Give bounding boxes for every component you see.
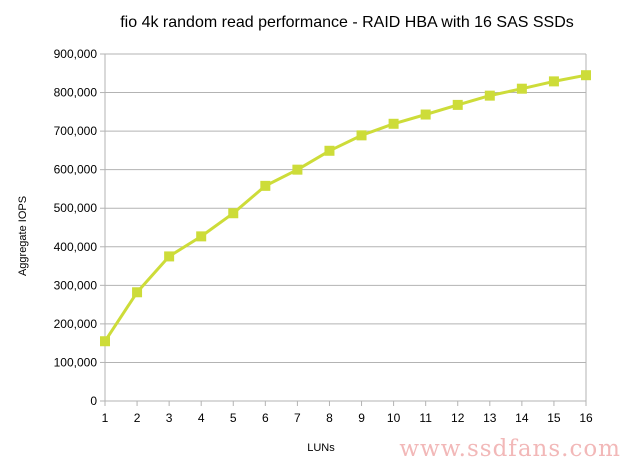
axes	[100, 53, 587, 406]
data-point	[516, 83, 527, 94]
data-point	[100, 336, 110, 347]
series-group	[100, 70, 591, 347]
x-tick-label: 5	[230, 411, 237, 425]
x-tick-label: 2	[134, 411, 141, 425]
y-tick-label: 600,000	[54, 163, 98, 177]
x-tick-label: 10	[387, 411, 401, 425]
y-tick-label: 800,000	[54, 86, 98, 100]
x-tick-label: 8	[326, 411, 333, 425]
x-tick-label: 4	[198, 411, 205, 425]
data-point	[581, 70, 591, 81]
data-point	[356, 130, 367, 141]
x-tick-label: 11	[419, 411, 432, 425]
data-point	[388, 118, 399, 129]
data-point	[292, 164, 303, 175]
y-axis-label: Aggregate IOPS	[17, 196, 29, 276]
data-point	[548, 76, 559, 87]
y-tick-label: 400,000	[54, 240, 98, 254]
x-axis-label: LUNs	[307, 442, 335, 454]
data-point	[228, 208, 239, 219]
x-tick-label: 7	[294, 411, 301, 425]
x-tick-label: 16	[579, 411, 593, 425]
y-tick-label: 500,000	[54, 201, 98, 215]
y-tick-labels: 0 100,000 200,000 300,000 400,000 500,000 600,…	[54, 47, 98, 408]
chart-title: fio 4k random read performance - RAID HB…	[120, 14, 574, 31]
x-tick-label: 12	[451, 411, 465, 425]
data-point	[260, 180, 271, 191]
series-line	[103, 73, 587, 343]
x-tick-label: 13	[483, 411, 497, 425]
x-tick-label: 14	[515, 411, 529, 425]
data-point	[196, 231, 207, 242]
data-point	[452, 99, 463, 110]
data-point	[420, 109, 431, 120]
y-tick-label: 200,000	[54, 317, 98, 331]
watermark-text: www.ssdfans.com	[399, 436, 621, 461]
y-tick-label: 900,000	[54, 47, 98, 61]
x-tick-label: 9	[358, 411, 365, 425]
x-tick-labels: 1 2 3 4 5 6 7 8 9 10 11 12 13 14 15 16	[102, 411, 593, 425]
data-point	[324, 145, 335, 156]
gridlines	[105, 53, 586, 363]
y-tick-label: 700,000	[54, 124, 98, 138]
data-point	[484, 90, 495, 101]
x-tick-label: 3	[166, 411, 173, 425]
y-tick-label: 0	[90, 394, 97, 408]
x-tick-label: 6	[262, 411, 269, 425]
y-tick-label: 300,000	[54, 278, 98, 292]
x-tick-label: 1	[102, 411, 109, 425]
x-tick-label: 15	[547, 411, 561, 425]
y-tick-label: 100,000	[54, 355, 98, 369]
data-point	[164, 251, 175, 262]
data-point	[132, 287, 143, 298]
